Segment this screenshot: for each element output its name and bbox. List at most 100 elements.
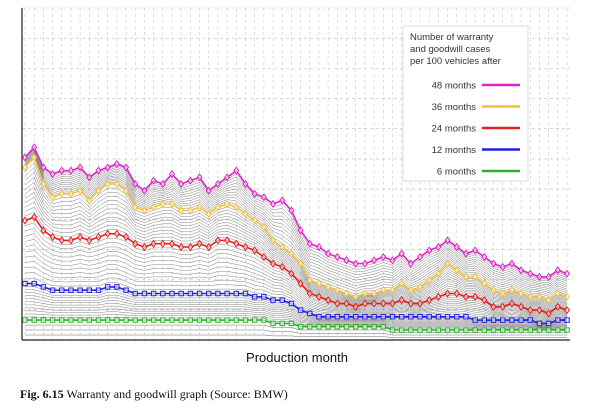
data-point-48-months xyxy=(352,259,359,268)
data-point-48-months xyxy=(196,173,203,182)
data-point-12-months xyxy=(555,317,561,323)
data-point-36-months xyxy=(205,209,212,218)
intermediate-curve xyxy=(24,166,568,303)
data-point-48-months xyxy=(306,239,313,248)
data-point-6-months xyxy=(169,317,175,323)
data-point-24-months xyxy=(297,279,304,288)
data-point-6-months xyxy=(86,317,93,323)
data-point-36-months xyxy=(462,272,469,281)
data-point-24-months xyxy=(426,296,433,305)
data-point-6-months xyxy=(288,320,295,327)
data-point-12-months xyxy=(270,297,276,303)
data-point-48-months xyxy=(426,246,433,255)
data-point-36-months xyxy=(435,269,442,278)
intermediate-curve xyxy=(24,196,568,310)
data-point-24-months xyxy=(141,243,148,252)
data-point-24-months xyxy=(499,302,506,311)
intermediate-curve xyxy=(24,153,568,293)
data-point-6-months xyxy=(454,327,460,333)
data-point-48-months xyxy=(233,166,240,175)
data-point-6-months xyxy=(178,317,184,323)
data-point-6-months xyxy=(206,317,212,323)
data-point-6-months xyxy=(270,320,276,327)
data-point-36-months xyxy=(40,179,47,188)
data-point-12-months xyxy=(187,290,194,297)
data-point-36-months xyxy=(325,282,332,291)
data-point-48-months xyxy=(527,269,534,278)
data-point-6-months xyxy=(343,324,350,330)
legend: Number of warranty and goodwill cases pe… xyxy=(402,25,529,182)
intermediate-curve xyxy=(24,233,568,317)
data-point-6-months xyxy=(353,324,359,330)
intermediate-curve xyxy=(24,201,568,311)
data-point-48-months xyxy=(499,262,506,271)
data-point-12-months xyxy=(169,290,175,297)
data-point-24-months xyxy=(490,302,497,311)
intermediate-curve xyxy=(24,150,568,285)
data-point-48-months xyxy=(435,243,442,252)
data-point-12-months xyxy=(389,314,396,320)
legend-title-line-1: Number of warranty xyxy=(410,32,494,43)
data-point-48-months xyxy=(554,266,561,275)
data-point-6-months xyxy=(316,324,322,330)
data-point-48-months xyxy=(113,160,120,169)
data-point-24-months xyxy=(279,262,286,271)
data-point-6-months xyxy=(389,327,396,333)
intermediate-curve xyxy=(24,222,568,315)
data-point-36-months xyxy=(361,289,368,298)
data-point-36-months xyxy=(159,199,166,208)
data-point-48-months xyxy=(159,179,166,188)
data-point-36-months xyxy=(251,216,258,225)
data-point-6-months xyxy=(444,327,451,333)
data-point-48-months xyxy=(380,252,387,262)
data-point-6-months xyxy=(536,327,543,333)
data-point-24-months xyxy=(398,296,405,305)
intermediate-curve xyxy=(24,181,568,306)
data-point-24-months xyxy=(536,306,543,315)
data-point-12-months xyxy=(343,314,350,320)
figure-caption: Fig. 6.15 Warranty and goodwill graph (S… xyxy=(20,387,288,402)
data-point-24-months xyxy=(508,299,515,308)
intermediate-curves xyxy=(24,147,568,338)
data-point-24-months xyxy=(371,299,378,308)
legend-items: 48 months 36 months 24 months 12 months 6 mo… xyxy=(432,81,520,178)
data-point-6-months xyxy=(325,324,331,330)
data-point-6-months xyxy=(261,317,267,323)
legend-label-12-months: 12 months xyxy=(432,145,477,156)
data-point-48-months xyxy=(260,193,267,202)
data-point-12-months xyxy=(398,314,405,320)
data-point-6-months xyxy=(104,317,111,323)
legend-box xyxy=(402,25,529,182)
data-point-6-months xyxy=(141,317,148,323)
data-point-12-months xyxy=(59,287,65,293)
data-point-6-months xyxy=(362,324,368,330)
data-point-6-months xyxy=(380,324,386,330)
data-point-48-months xyxy=(334,252,341,262)
data-point-24-months xyxy=(104,229,111,238)
data-point-24-months xyxy=(168,239,176,248)
data-point-36-months xyxy=(86,196,93,205)
data-point-6-months xyxy=(279,320,285,327)
data-point-12-months xyxy=(463,314,469,320)
data-point-48-months xyxy=(444,236,451,245)
data-point-36-months xyxy=(270,236,277,245)
intermediate-curve xyxy=(24,154,568,295)
data-point-12-months xyxy=(444,314,451,320)
data-point-48-months xyxy=(279,196,286,205)
legend-label-48-months: 48 months xyxy=(432,81,477,92)
data-point-24-months xyxy=(334,299,341,308)
data-point-48-months xyxy=(251,189,258,198)
intermediate-curve xyxy=(24,155,568,297)
data-point-12-months xyxy=(242,290,249,297)
data-point-36-months xyxy=(260,223,267,232)
data-point-12-months xyxy=(325,314,331,320)
data-point-36-months xyxy=(554,289,561,298)
data-point-6-months xyxy=(463,327,469,333)
data-point-12-months xyxy=(86,287,93,293)
data-point-24-months xyxy=(462,292,469,301)
data-point-48-months xyxy=(168,169,176,179)
data-point-48-months xyxy=(490,259,497,268)
intermediate-curve xyxy=(25,304,567,328)
data-point-36-months xyxy=(288,249,295,258)
data-point-12-months xyxy=(261,294,267,300)
